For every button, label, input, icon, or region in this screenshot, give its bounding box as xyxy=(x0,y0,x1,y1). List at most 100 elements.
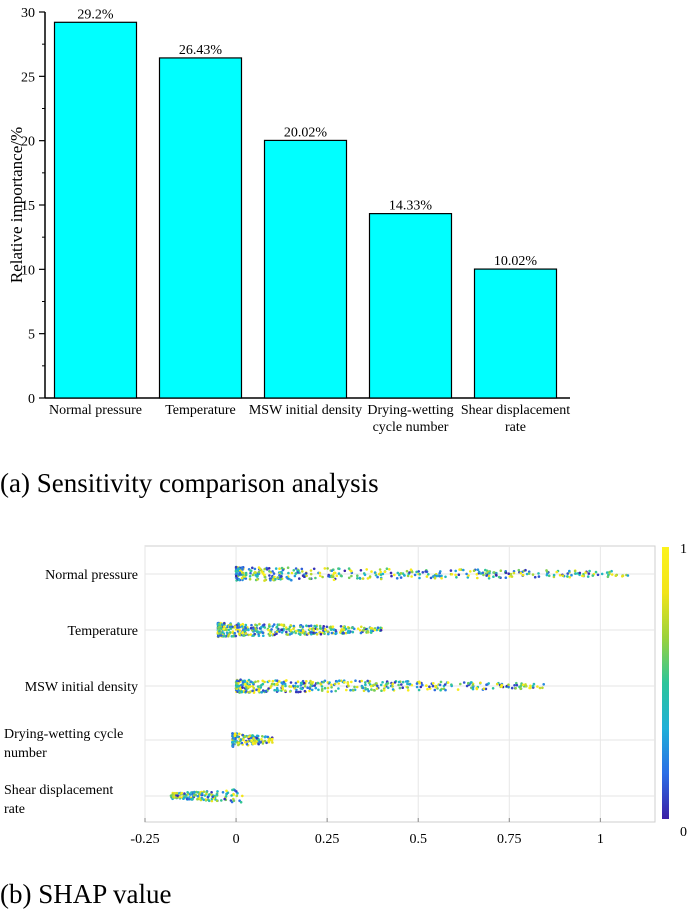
shap-point xyxy=(326,630,330,633)
shap-point xyxy=(304,572,308,575)
shap-point xyxy=(568,569,571,573)
shap-point xyxy=(296,685,300,688)
shap-point xyxy=(558,573,562,577)
bar-chart: 0 5 10 15 20 25 30 Relative importance/% 29.2% No… xyxy=(7,6,570,435)
shap-point xyxy=(533,575,537,579)
shap-point xyxy=(356,627,360,630)
shap-point xyxy=(275,686,279,690)
bar-category-label: Normal pressure xyxy=(49,403,142,418)
shap-point xyxy=(315,633,319,636)
shap-point xyxy=(527,570,531,573)
shap-point xyxy=(381,681,384,684)
shap-point xyxy=(248,577,252,581)
shap-point xyxy=(280,628,284,631)
shap-point xyxy=(233,733,237,737)
shap-point xyxy=(220,623,224,626)
shap-point xyxy=(255,630,259,634)
shap-point xyxy=(379,570,383,574)
shap-point xyxy=(362,689,366,693)
shap-point xyxy=(303,681,306,685)
shap-point xyxy=(231,741,234,744)
shap-point xyxy=(236,626,239,629)
shap-point xyxy=(236,735,239,739)
shap-point xyxy=(310,688,314,692)
shap-point xyxy=(239,687,242,690)
shap-point xyxy=(350,569,353,573)
shap-point xyxy=(434,685,438,689)
shap-point xyxy=(183,796,186,799)
shap-point xyxy=(307,624,311,628)
shap-point xyxy=(290,578,293,582)
shap-point xyxy=(238,626,241,629)
shap-point xyxy=(305,574,308,578)
shap-point xyxy=(406,574,410,578)
shap-point xyxy=(322,680,325,684)
shap-point xyxy=(369,629,373,632)
shap-point xyxy=(330,631,334,635)
shap-point xyxy=(487,574,491,578)
shap-point xyxy=(256,680,260,683)
shap-point xyxy=(281,686,284,689)
shap-point xyxy=(316,681,320,685)
shap-point xyxy=(366,630,370,634)
shap-point xyxy=(267,628,270,632)
shap-point xyxy=(232,793,235,797)
shap-point xyxy=(315,625,318,628)
shap-point xyxy=(457,573,461,576)
shap-point xyxy=(205,792,208,796)
shap-point xyxy=(251,573,255,577)
shap-point xyxy=(574,572,577,575)
shap-point xyxy=(323,567,327,570)
shap-point xyxy=(255,736,259,740)
shap-point xyxy=(492,571,496,574)
shap-point xyxy=(401,686,405,689)
bar-category-label: Drying-wetting xyxy=(367,403,453,418)
shap-point xyxy=(406,686,410,689)
shap-point xyxy=(356,574,359,577)
shap-point xyxy=(271,625,275,628)
shap-x-tick-label: -0.25 xyxy=(130,832,159,847)
shap-point xyxy=(379,573,383,576)
bar xyxy=(473,268,558,399)
shap-point xyxy=(340,574,343,578)
shap-point xyxy=(369,631,373,634)
shap-point xyxy=(314,686,318,690)
shap-point xyxy=(247,735,250,739)
bar-category-label: Temperature xyxy=(165,403,236,418)
shap-point xyxy=(280,631,284,634)
shap-point xyxy=(289,628,293,632)
shap-point xyxy=(235,794,239,798)
shap-point xyxy=(358,576,362,580)
shap-point xyxy=(596,573,600,577)
shap-point xyxy=(444,575,447,579)
shap-point xyxy=(382,689,386,692)
shap-point xyxy=(510,686,514,690)
shap-point xyxy=(439,688,442,692)
bar-y-tick-label: 20 xyxy=(21,135,35,150)
shap-point xyxy=(521,573,525,577)
shap-point xyxy=(294,567,298,570)
shap-point xyxy=(396,571,400,575)
shap-point xyxy=(271,578,275,581)
shap-point xyxy=(248,575,252,578)
shap-point xyxy=(471,685,475,689)
shap-point xyxy=(375,682,378,685)
shap-point xyxy=(260,683,263,687)
shap-point xyxy=(294,681,298,685)
shap-x-tick-label: 0.75 xyxy=(497,832,522,847)
shap-point xyxy=(292,624,296,628)
shap-point xyxy=(235,682,238,685)
shap-point xyxy=(261,571,265,575)
shap-point xyxy=(176,794,179,798)
shap-point xyxy=(391,682,395,686)
shap-point xyxy=(268,570,271,573)
shap-point xyxy=(303,689,307,693)
shap-point xyxy=(267,567,271,570)
shap-point xyxy=(178,795,181,799)
shap-point xyxy=(278,630,281,633)
shap-point xyxy=(332,571,336,575)
shap-point xyxy=(375,687,379,690)
shap-point xyxy=(184,794,188,797)
shap-point xyxy=(519,571,523,575)
shap-point xyxy=(331,625,335,628)
